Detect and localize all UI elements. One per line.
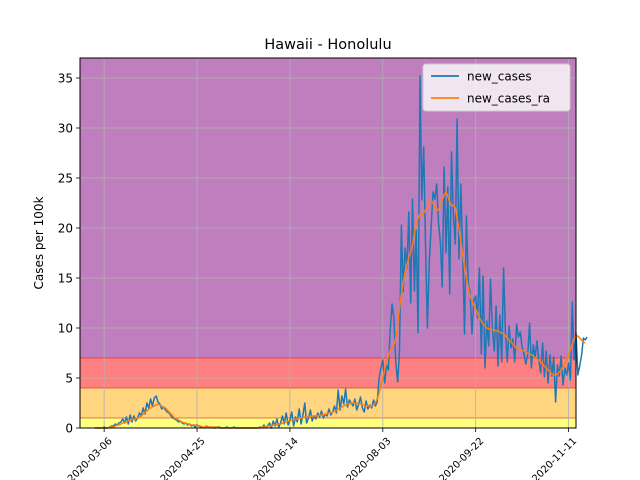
y-tick-label-0: 0 — [65, 422, 73, 436]
series-lines — [94, 75, 588, 429]
legend-label-new-cases-ra: new_cases_ra — [467, 92, 550, 106]
chart-title: Hawaii - Honolulu — [264, 37, 391, 53]
y-tick-label-4: 20 — [58, 222, 73, 236]
legend-label-new-cases: new_cases — [467, 70, 532, 84]
y-axis-label: Cases per 100k — [32, 196, 46, 289]
y-tick-label-6: 30 — [58, 122, 73, 136]
legend: new_cases new_cases_ra — [422, 63, 571, 112]
threshold-bands — [80, 58, 576, 428]
axes-frame — [79, 57, 577, 429]
y-tick-label-3: 15 — [58, 272, 73, 286]
threshold-band-0 — [80, 418, 576, 428]
series-line-new-cases-ra — [94, 191, 586, 429]
y-tick-label-7: 35 — [58, 72, 73, 86]
y-axis-ticks: 0 5 10 15 20 25 30 35 — [58, 72, 80, 436]
series-line-new-cases — [94, 75, 588, 429]
y-tick-label-5: 25 — [58, 172, 73, 186]
threshold-band-2 — [80, 358, 576, 388]
y-tick-label-1: 5 — [65, 372, 73, 386]
y-tick-label-2: 10 — [58, 322, 73, 336]
legend-box — [422, 63, 571, 112]
